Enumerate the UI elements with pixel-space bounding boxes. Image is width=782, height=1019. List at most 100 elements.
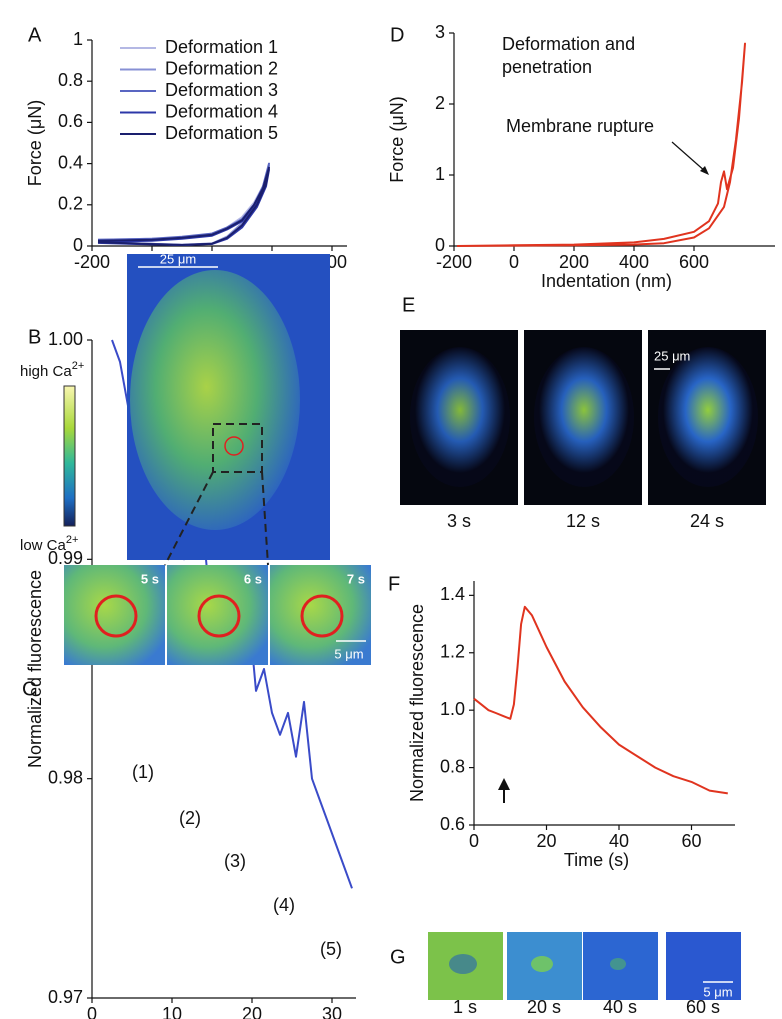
superscript: 2+ [72, 360, 85, 372]
inset-image [64, 565, 165, 665]
target-circle [197, 594, 241, 638]
y-tick-label: 1.00 [48, 329, 83, 349]
annotation: (1) [132, 762, 154, 782]
annotation-arrow [671, 141, 707, 173]
insets: 5 s 6 s 7 s 5 μm [64, 565, 371, 665]
superscript: 2+ [66, 534, 79, 546]
colorbar-high-text: high Ca [20, 363, 72, 380]
data-line [97, 166, 270, 246]
annotation: Membrane rupture [506, 116, 654, 136]
y-tick-label: 0.6 [440, 814, 465, 834]
x-tick-label: 60 [681, 831, 701, 851]
colorbar-low-text: low Ca [20, 537, 67, 554]
scale-label: 25 μm [160, 251, 196, 266]
y-tick-label: 0.98 [48, 767, 83, 787]
legend-label: Deformation 4 [165, 101, 278, 121]
legend-label: Deformation 1 [165, 37, 278, 57]
y-tick-label: 0.97 [48, 987, 83, 1007]
y-tick-label: 0.6 [58, 111, 83, 131]
cell [658, 347, 758, 487]
scale-label: 5 μm [334, 646, 363, 661]
target-circle [300, 594, 344, 638]
legend-label: Deformation 5 [165, 123, 278, 143]
y-tick-label: 0 [435, 235, 445, 255]
x-tick-label: 40 [609, 831, 629, 851]
x-tick-label: 400 [619, 252, 649, 272]
cell [130, 270, 300, 530]
data-line [97, 164, 270, 246]
y-tick-label: 0.8 [58, 70, 83, 90]
annotation: Deformation and [502, 34, 635, 54]
colorbar-low: low Ca2+ [20, 534, 78, 554]
y-axis-label: Force (μN) [25, 100, 45, 186]
y-tick-label: 0.2 [58, 194, 83, 214]
spot [610, 958, 626, 970]
panel-letter: B [28, 326, 41, 348]
x-tick-label: 0 [509, 252, 519, 272]
x-tick-label: 10 [162, 1004, 182, 1019]
y-tick-label: 1.0 [440, 699, 465, 719]
target-circle [94, 594, 138, 638]
time-label: 60 s [686, 997, 720, 1017]
spot [531, 956, 553, 972]
x-tick-label: 20 [242, 1004, 262, 1019]
colorbar [63, 385, 76, 527]
annotation: (3) [224, 851, 246, 871]
time-label: 24 s [690, 511, 724, 531]
time-label: 40 s [603, 997, 637, 1017]
x-tick-label: 30 [322, 1004, 342, 1019]
y-axis-label: Normalized fluorescence [25, 570, 45, 768]
panel-letter: G [390, 946, 406, 968]
time-label: 20 s [527, 997, 561, 1017]
arrow-head [700, 166, 709, 175]
x-tick-label: 200 [559, 252, 589, 272]
time-label: 7 s [347, 571, 365, 586]
zoom-line [164, 471, 214, 566]
cell [410, 347, 510, 487]
time-label: 5 s [141, 571, 159, 586]
y-tick-label: 1 [73, 29, 83, 49]
x-tick-label: 20 [536, 831, 556, 851]
panel-letter: D [390, 24, 404, 46]
cell [534, 347, 634, 487]
legend-label: Deformation 3 [165, 80, 278, 100]
y-tick-label: 1 [435, 164, 445, 184]
zoom-box [212, 423, 263, 473]
scale-label: 5 μm [703, 984, 732, 999]
time-label: 1 s [453, 997, 477, 1017]
legend-label: Deformation 2 [165, 58, 278, 78]
panel-letter: A [28, 24, 42, 46]
x-axis-label: Time (s) [564, 850, 629, 870]
chart: F 0.6 0.8 1.0 1.2 1.4 0 20 40 60 Time (s) Normalize… [388, 573, 735, 870]
x-tick-label: 0 [469, 831, 479, 851]
panel-letter: F [388, 573, 400, 595]
y-tick-label: 0 [73, 235, 83, 255]
panel-letter: E [402, 294, 415, 316]
x-tick-label: 600 [679, 252, 709, 272]
colorbar-high: high Ca2+ [20, 360, 84, 380]
annotation: penetration [502, 57, 592, 77]
data-line [473, 605, 728, 795]
x-tick-label: -200 [74, 252, 110, 272]
y-tick-label: 0.8 [440, 756, 465, 776]
time-label: 3 s [447, 511, 471, 531]
x-axis-label: Indentation (nm) [541, 271, 672, 291]
arrow-head [498, 778, 510, 790]
image-row: 1 s 20 s 40 s 60 s5 μm [428, 932, 741, 1017]
spot [449, 954, 477, 974]
data-line [97, 166, 270, 246]
inset-image [270, 565, 371, 665]
annotation: (2) [179, 808, 201, 828]
panel-g: G 1 s 20 s 40 s 60 s5 μm [390, 932, 741, 1017]
time-label: 6 s [244, 571, 262, 586]
y-axis-label: Normalized fluorescence [407, 604, 427, 802]
data-line [97, 162, 270, 246]
panel-letter: C [22, 678, 36, 700]
annotation: (5) [320, 939, 342, 959]
data-line [97, 168, 270, 246]
y-tick-label: 3 [435, 22, 445, 42]
y-tick-label: 1.2 [440, 642, 465, 662]
